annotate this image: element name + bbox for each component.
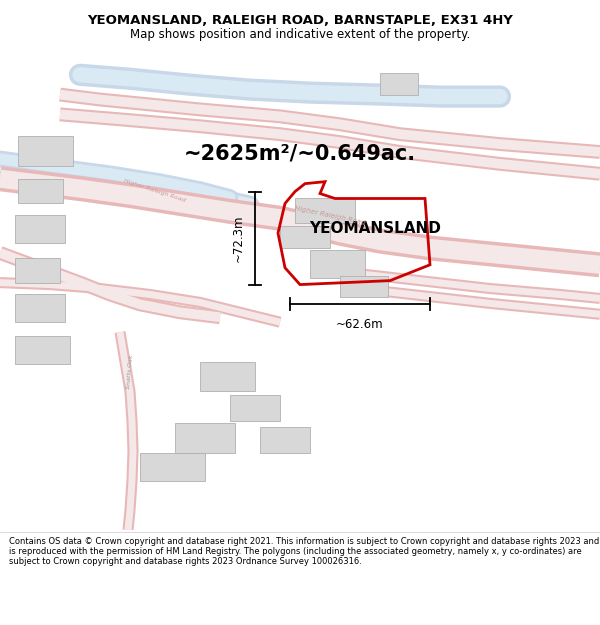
Bar xyxy=(18,136,73,166)
Text: YEOMANSLAND: YEOMANSLAND xyxy=(309,221,441,236)
Text: YEOMANSLAND, RALEIGH ROAD, BARNSTAPLE, EX31 4HY: YEOMANSLAND, RALEIGH ROAD, BARNSTAPLE, E… xyxy=(87,14,513,27)
Bar xyxy=(15,215,65,243)
Text: Snatts Oak: Snatts Oak xyxy=(126,354,134,389)
Bar xyxy=(140,452,205,481)
Text: ~62.6m: ~62.6m xyxy=(336,318,384,331)
Text: Map shows position and indicative extent of the property.: Map shows position and indicative extent… xyxy=(130,28,470,41)
Text: ~2625m²/~0.649ac.: ~2625m²/~0.649ac. xyxy=(184,144,416,164)
Bar xyxy=(230,396,280,421)
Bar xyxy=(15,294,65,322)
Bar xyxy=(340,276,388,298)
Bar xyxy=(380,72,418,94)
Text: Higher Raleigh Road: Higher Raleigh Road xyxy=(294,205,366,226)
Text: Contains OS data © Crown copyright and database right 2021. This information is : Contains OS data © Crown copyright and d… xyxy=(9,537,599,566)
Bar xyxy=(200,362,255,391)
Text: Higher Raleigh Road: Higher Raleigh Road xyxy=(124,178,187,203)
Bar xyxy=(280,226,330,248)
Bar xyxy=(310,250,365,278)
Bar xyxy=(295,199,355,223)
Bar xyxy=(15,336,70,364)
Bar xyxy=(18,179,63,204)
Text: ~72.3m: ~72.3m xyxy=(232,214,245,262)
Bar xyxy=(15,258,60,282)
Bar xyxy=(260,427,310,452)
Bar xyxy=(175,423,235,452)
